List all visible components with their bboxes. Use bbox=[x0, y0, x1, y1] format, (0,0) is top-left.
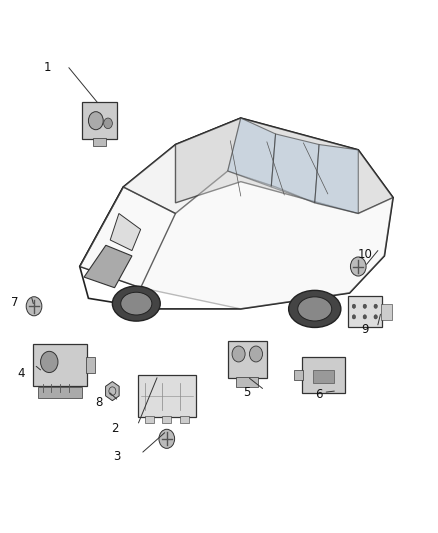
Polygon shape bbox=[84, 245, 132, 288]
FancyBboxPatch shape bbox=[138, 375, 196, 417]
Circle shape bbox=[104, 118, 113, 128]
Circle shape bbox=[374, 315, 378, 319]
Circle shape bbox=[41, 351, 58, 373]
Ellipse shape bbox=[298, 297, 332, 321]
Bar bbox=[86, 357, 95, 373]
Polygon shape bbox=[228, 118, 276, 187]
Text: 6: 6 bbox=[315, 389, 323, 401]
Bar bbox=[162, 416, 171, 423]
Text: 4: 4 bbox=[17, 367, 25, 380]
Bar bbox=[145, 416, 154, 423]
Circle shape bbox=[250, 346, 262, 362]
Bar bbox=[93, 138, 106, 146]
Ellipse shape bbox=[113, 286, 160, 321]
Bar bbox=[381, 304, 392, 319]
Circle shape bbox=[350, 257, 366, 276]
Text: 7: 7 bbox=[11, 295, 18, 309]
Text: 5: 5 bbox=[244, 386, 251, 399]
Text: 3: 3 bbox=[113, 450, 120, 463]
Bar bbox=[180, 416, 188, 423]
Polygon shape bbox=[80, 171, 393, 309]
Bar bbox=[313, 370, 334, 383]
Bar bbox=[294, 370, 303, 381]
FancyBboxPatch shape bbox=[302, 357, 345, 393]
Ellipse shape bbox=[121, 292, 152, 315]
Circle shape bbox=[88, 112, 103, 130]
Polygon shape bbox=[271, 134, 319, 203]
FancyBboxPatch shape bbox=[228, 341, 267, 377]
Text: 1: 1 bbox=[43, 61, 51, 74]
Text: 8: 8 bbox=[95, 396, 103, 409]
Polygon shape bbox=[315, 144, 358, 214]
Polygon shape bbox=[110, 214, 141, 251]
Polygon shape bbox=[123, 118, 241, 214]
Text: 2: 2 bbox=[111, 422, 118, 435]
Circle shape bbox=[352, 304, 356, 309]
Circle shape bbox=[363, 315, 367, 319]
Ellipse shape bbox=[289, 290, 341, 327]
Bar bbox=[237, 376, 258, 387]
FancyBboxPatch shape bbox=[33, 344, 87, 385]
Text: 9: 9 bbox=[361, 322, 368, 336]
Circle shape bbox=[374, 304, 378, 309]
Circle shape bbox=[363, 304, 367, 309]
Text: 10: 10 bbox=[357, 248, 372, 261]
FancyBboxPatch shape bbox=[348, 296, 382, 327]
Circle shape bbox=[352, 315, 356, 319]
Bar bbox=[39, 387, 82, 398]
Circle shape bbox=[26, 297, 42, 316]
Circle shape bbox=[159, 429, 175, 448]
Circle shape bbox=[232, 346, 245, 362]
Polygon shape bbox=[176, 118, 393, 214]
FancyBboxPatch shape bbox=[82, 102, 117, 139]
